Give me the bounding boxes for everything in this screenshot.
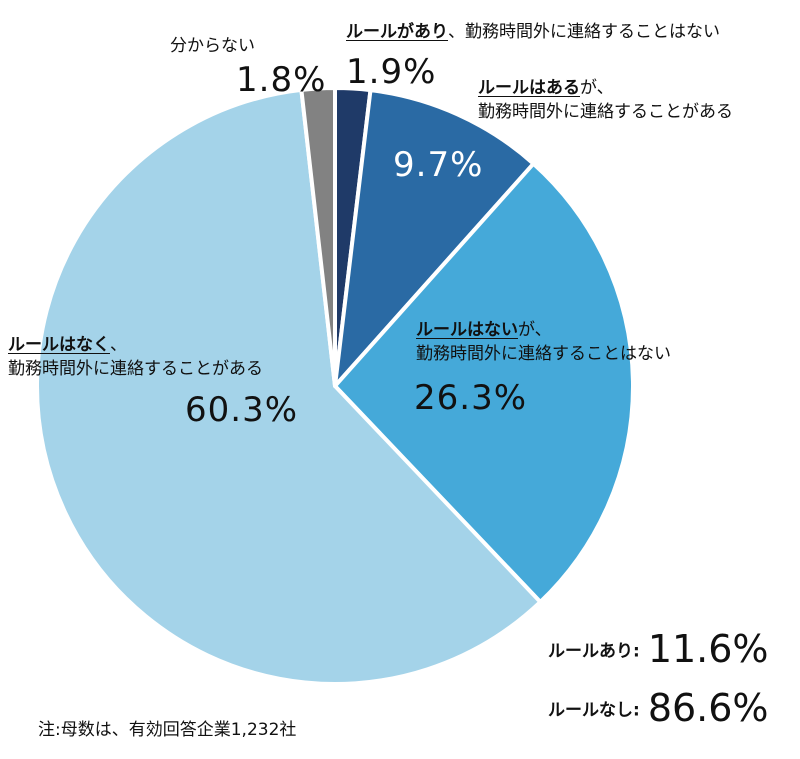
label-slice-3: ルールはなく、 勤務時間外に連絡することがある (8, 335, 263, 379)
summary-rule-yes: ルールあり: 11.6% (548, 627, 769, 671)
pie-slice-2 (333, 161, 635, 604)
label-slice-0: ルールがあり、勤務時間外に連絡することはない (346, 22, 720, 42)
label-slice-1: ルールはあるが、 勤務時間外に連絡することがある (478, 78, 733, 122)
pct-slice-1: 9.7% (393, 145, 484, 185)
pct-slice-4: 1.8% (236, 60, 327, 100)
pct-slice-0: 1.9% (346, 52, 437, 92)
pie-slice-3 (35, 87, 543, 686)
label-slice-4: 分からない (170, 36, 255, 56)
pct-slice-3: 60.3% (185, 390, 299, 430)
pct-slice-2: 26.3% (414, 378, 528, 418)
pie-slice-1 (333, 88, 536, 388)
label-slice-2: ルールはないが、 勤務時間外に連絡することはない (416, 320, 671, 364)
pie-slice-4 (299, 86, 337, 388)
summary-rule-no: ルールなし: 86.6% (548, 686, 769, 730)
footnote: 注:母数は、有効回答企業1,232社 (38, 720, 297, 740)
